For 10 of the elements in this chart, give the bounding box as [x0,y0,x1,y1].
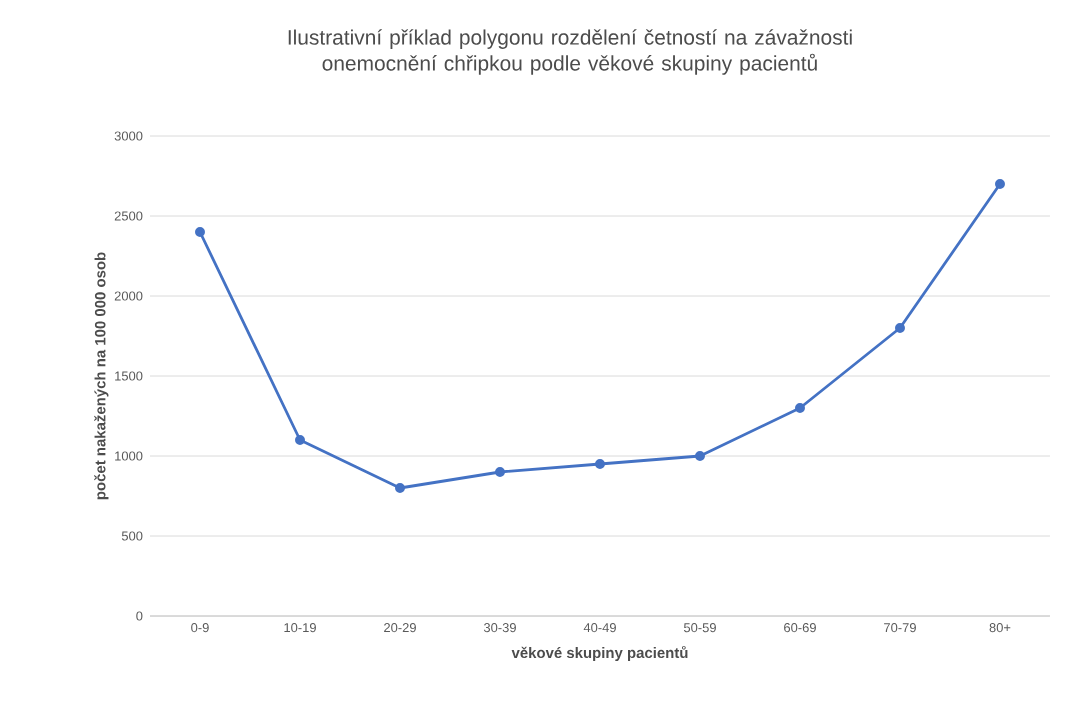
point [995,179,1005,189]
chart-title: Ilustrativní příklad polygonu rozdělení četností na závažnosti onemocnění chřipkou podle věkové skupiny pacientů [288,29,852,75]
point [295,435,305,445]
point [695,451,705,461]
point [595,459,605,469]
point [495,467,505,477]
point [895,323,905,333]
point [795,403,805,413]
point [195,227,205,237]
point [395,483,405,493]
